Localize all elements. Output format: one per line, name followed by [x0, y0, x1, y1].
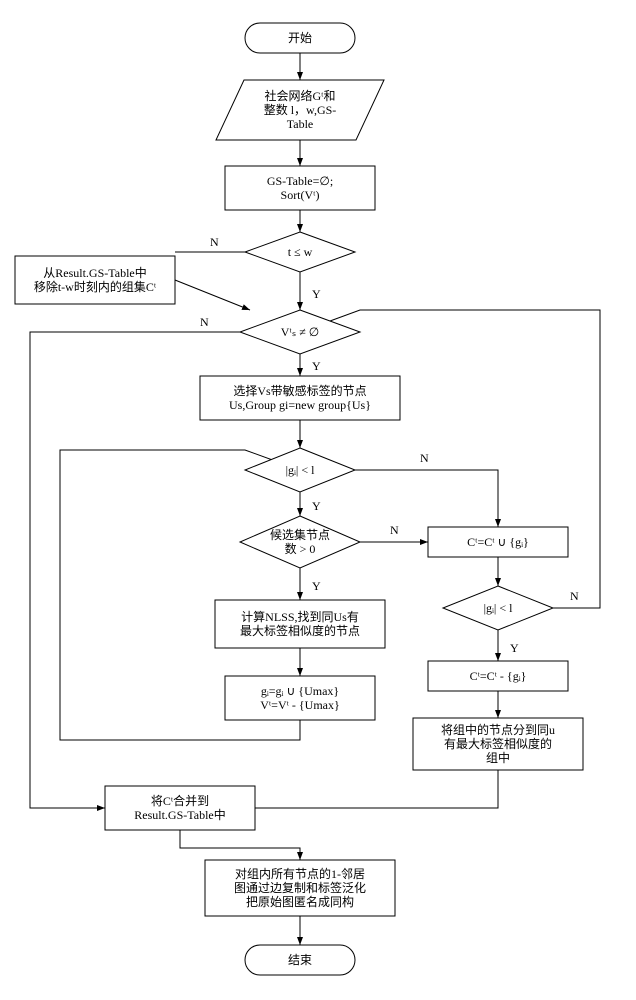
node-text: 对组内所有节点的1-邻居: [235, 866, 365, 881]
node-text: Vᵗₛ ≠ ∅: [281, 325, 319, 339]
node-twDec: t ≤ w: [245, 232, 355, 272]
node-text: Table: [287, 117, 313, 131]
node-text: 将组中的节点分到同u: [441, 722, 555, 737]
node-text: 选择Vs带敏感标签的节点: [233, 383, 366, 398]
svg-text:Y: Y: [312, 287, 321, 301]
node-text: 计算NLSS,找到同Us有: [241, 609, 359, 624]
node-init: GS-Table=∅;Sort(Vᵗ): [225, 166, 375, 210]
node-text: 候选集节点: [270, 527, 330, 542]
node-selVs: 选择Vs带敏感标签的节点Us,Group gi=new group{Us}: [200, 376, 400, 420]
node-text: 数 > 0: [285, 541, 316, 556]
node-text: Sort(Vᵗ): [281, 188, 320, 202]
node-union: gᵢ=gᵢ ∪ {Umax}Vᵗ=Vᵗ - {Umax}: [225, 676, 375, 720]
node-start: 开始: [245, 23, 355, 53]
node-assign: 将组中的节点分到同u有最大标签相似度的组中: [413, 718, 583, 770]
node-text: |gᵢ| < l: [286, 463, 316, 477]
node-text: 从Result.GS-Table中: [43, 265, 146, 280]
node-text: 社会网络Gᵗ和: [265, 88, 336, 103]
node-cminus: Cᵗ=Cᵗ - {gᵢ}: [428, 661, 568, 691]
node-remove: 从Result.GS-Table中移除t-w时刻内的组集Cᵗ: [15, 256, 175, 304]
node-input: 社会网络Gᵗ和整数 l，w,GS-Table: [216, 80, 384, 140]
node-merge: 将Cᵗ合并到Result.GS-Table中: [105, 786, 255, 830]
node-text: |gᵢ| < l: [484, 601, 514, 615]
svg-text:N: N: [200, 315, 209, 329]
svg-text:Y: Y: [312, 359, 321, 373]
node-text: 有最大标签相似度的: [444, 736, 552, 751]
node-anon: 对组内所有节点的1-邻居图通过边复制和标签泛化把原始图匿名成同构: [205, 860, 395, 916]
node-candDec: 候选集节点数 > 0: [240, 516, 360, 568]
node-text: Cᵗ=Cᵗ ∪ {gᵢ}: [467, 535, 529, 549]
node-nlss: 计算NLSS,找到同Us有最大标签相似度的节点: [215, 600, 385, 648]
node-text: Cᵗ=Cᵗ - {gᵢ}: [470, 669, 527, 683]
node-giDec2: |gᵢ| < l: [443, 586, 553, 630]
node-text: gᵢ=gᵢ ∪ {Umax}: [261, 684, 339, 698]
node-text: 开始: [288, 31, 312, 45]
node-text: GS-Table=∅;: [267, 174, 333, 188]
svg-text:N: N: [210, 235, 219, 249]
svg-text:N: N: [390, 523, 399, 537]
node-text: t ≤ w: [288, 245, 313, 259]
node-text: 把原始图匿名成同构: [246, 894, 354, 909]
node-text: 最大标签相似度的节点: [240, 623, 360, 638]
svg-text:N: N: [570, 589, 579, 603]
node-cunion: Cᵗ=Cᵗ ∪ {gᵢ}: [428, 527, 568, 557]
svg-text:Y: Y: [312, 499, 321, 513]
node-text: Result.GS-Table中: [134, 807, 225, 822]
node-giDec1: |gᵢ| < l: [245, 448, 355, 492]
node-end: 结束: [245, 945, 355, 975]
node-text: 将Cᵗ合并到: [151, 793, 209, 808]
svg-text:Y: Y: [312, 579, 321, 593]
node-text: Us,Group gi=new group{Us}: [229, 398, 371, 412]
node-text: 结束: [288, 953, 312, 967]
node-text: 整数 l，w,GS-: [264, 102, 337, 117]
svg-text:N: N: [420, 451, 429, 465]
node-text: 图通过边复制和标签泛化: [234, 880, 366, 895]
node-text: 移除t-w时刻内的组集Cᵗ: [34, 279, 157, 294]
node-text: Vᵗ=Vᵗ - {Umax}: [260, 698, 340, 712]
node-text: 组中: [486, 750, 510, 765]
svg-text:Y: Y: [510, 641, 519, 655]
